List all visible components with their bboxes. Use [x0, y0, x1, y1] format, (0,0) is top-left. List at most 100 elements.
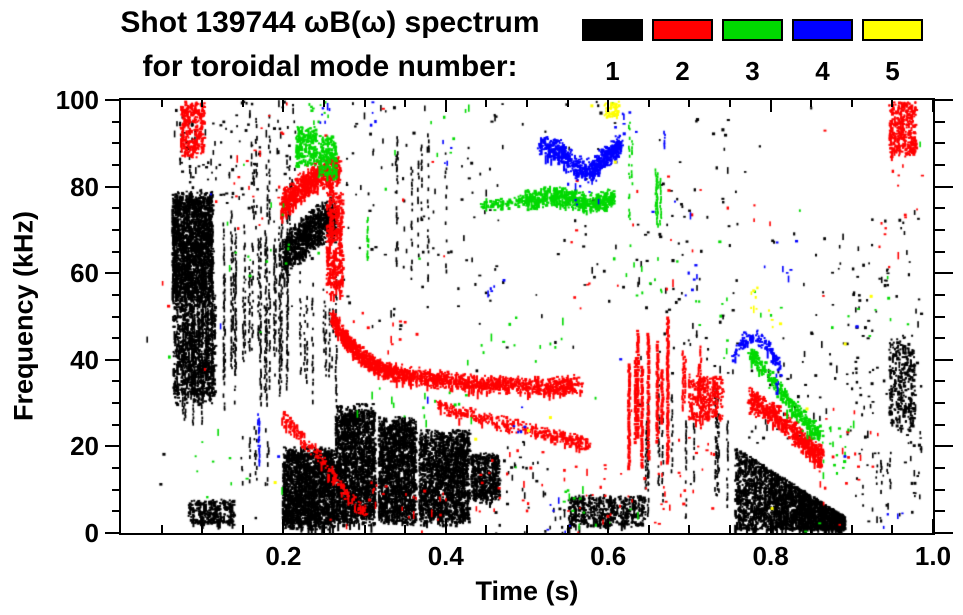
y-minor-tick-right	[933, 402, 945, 405]
y-major-tick	[105, 272, 121, 275]
x-minor-tick-top	[323, 100, 325, 107]
x-minor-tick	[526, 525, 528, 533]
x-minor-tick-top	[241, 100, 244, 107]
x-major-tick	[769, 519, 772, 533]
legend-swatches	[582, 19, 923, 41]
y-minor-tick	[112, 402, 121, 405]
legend-label-n4: 4	[815, 56, 830, 86]
y-minor-tick	[112, 142, 121, 145]
spectrogram-canvas	[121, 100, 933, 533]
x-minor-tick-top	[566, 100, 569, 107]
x-minor-tick-top	[363, 100, 366, 107]
y-minor-tick-right	[933, 293, 945, 296]
x-minor-tick-top	[485, 100, 488, 107]
y-major-tick-right	[933, 445, 953, 448]
x-major-tick	[282, 519, 285, 533]
x-major-tick	[932, 519, 934, 533]
y-minor-tick-right	[933, 337, 945, 340]
y-minor-tick-right	[933, 250, 945, 253]
y-major-tick-right	[933, 185, 953, 188]
legend-swatch-n3	[722, 19, 783, 41]
y-major-tick	[105, 445, 121, 448]
y-tick-label: 20	[70, 431, 99, 462]
x-minor-tick-top	[810, 100, 813, 107]
y-tick-label: 100	[55, 85, 99, 115]
y-minor-tick-right	[933, 380, 945, 383]
x-major-tick	[444, 519, 447, 533]
y-minor-tick	[112, 163, 121, 166]
legend-label-n5: 5	[885, 56, 900, 86]
y-minor-tick-right	[933, 423, 945, 426]
x-minor-tick	[201, 525, 204, 533]
y-major-tick-right	[933, 272, 953, 275]
y-minor-tick	[112, 207, 121, 210]
legend-label-n2: 2	[675, 56, 690, 86]
y-minor-tick	[112, 467, 121, 470]
y-major-tick-right	[933, 99, 953, 101]
y-minor-tick-right	[933, 315, 945, 318]
y-tick-label: 60	[70, 258, 99, 289]
y-minor-tick	[112, 488, 121, 491]
y-major-tick	[105, 358, 121, 361]
x-major-tick-top	[932, 100, 934, 112]
y-minor-tick	[112, 337, 121, 340]
y-tick-label: 0	[84, 518, 99, 548]
legend-swatch-n1	[582, 19, 643, 41]
x-minor-tick-top	[647, 100, 650, 107]
y-minor-tick	[112, 120, 121, 123]
legend-swatch-n5	[862, 19, 923, 41]
x-minor-tick-top	[404, 100, 407, 107]
y-tick-label: 80	[70, 171, 99, 202]
y-major-tick-right	[933, 358, 953, 361]
x-minor-tick	[647, 525, 650, 533]
x-major-tick-top	[607, 100, 610, 112]
x-minor-tick-top	[160, 100, 163, 107]
y-minor-tick	[112, 228, 121, 231]
x-minor-tick-top	[891, 100, 894, 107]
y-major-tick	[105, 532, 121, 534]
y-minor-tick	[112, 380, 121, 383]
x-tick-label: 1.0	[914, 541, 952, 571]
x-minor-tick	[850, 525, 853, 533]
legend-label-n1: 1	[605, 56, 620, 86]
y-minor-tick-right	[933, 142, 945, 145]
x-tick-label: 0.8	[752, 541, 789, 571]
x-minor-tick	[810, 525, 813, 533]
x-minor-tick	[688, 525, 691, 533]
page-subtitle: for toroidal mode number:	[142, 50, 518, 83]
y-major-tick	[105, 185, 121, 188]
legend-label-n3: 3	[745, 56, 760, 86]
y-axis-label: Frequency (kHz)	[8, 210, 39, 422]
x-minor-tick	[485, 525, 488, 533]
legend-swatch-n4	[792, 19, 853, 41]
x-minor-tick-top	[526, 100, 528, 107]
x-major-tick-top	[769, 100, 772, 112]
x-minor-tick	[241, 525, 244, 533]
y-minor-tick-right	[933, 207, 945, 210]
x-axis-label: Time (s)	[475, 576, 579, 606]
y-minor-tick-right	[933, 510, 945, 513]
y-major-tick	[105, 99, 121, 101]
y-tick-label: 40	[70, 344, 99, 375]
y-minor-tick	[112, 510, 121, 513]
x-minor-tick	[891, 525, 894, 533]
y-minor-tick	[112, 315, 121, 318]
y-minor-tick-right	[933, 228, 945, 231]
x-minor-tick	[729, 525, 731, 533]
y-minor-tick-right	[933, 120, 945, 123]
y-minor-tick	[112, 293, 121, 296]
y-minor-tick-right	[933, 488, 945, 491]
x-minor-tick	[160, 525, 163, 533]
x-minor-tick	[323, 525, 325, 533]
x-minor-tick-top	[729, 100, 731, 107]
x-major-tick-top	[444, 100, 447, 112]
y-minor-tick-right	[933, 163, 945, 166]
x-major-tick-top	[282, 100, 285, 112]
x-minor-tick-top	[688, 100, 691, 107]
legend-swatch-n2	[652, 19, 713, 41]
x-major-tick	[607, 519, 610, 533]
y-major-tick-right	[933, 532, 953, 534]
x-tick-label: 0.6	[590, 541, 627, 571]
x-minor-tick	[566, 525, 569, 533]
